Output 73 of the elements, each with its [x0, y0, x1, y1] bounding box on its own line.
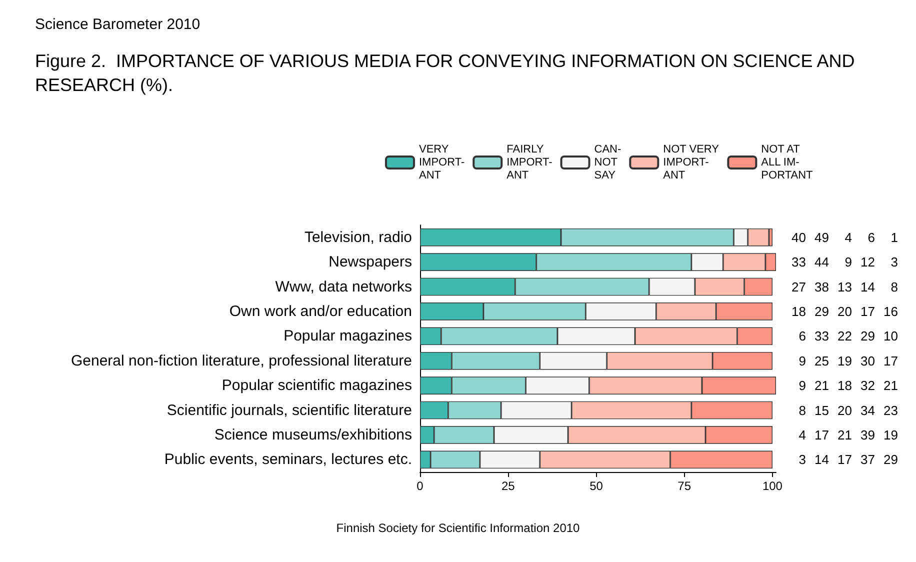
data-label: 29 — [814, 304, 829, 319]
data-label: 17 — [860, 304, 875, 319]
x-tick-label: 25 — [501, 479, 516, 493]
y-tick-label: Public events, seminars, lectures etc. — [164, 451, 412, 468]
y-tick-label: Newspapers — [328, 254, 412, 271]
text: Finnish Society for Scientific Information 2010 — [336, 521, 580, 535]
data-label: 17 — [838, 452, 852, 468]
data-label: 18 — [838, 378, 852, 394]
data-label: 6 — [868, 230, 875, 245]
legend-label: CAN- NOT SAY — [594, 144, 622, 182]
data-label: 33 — [814, 328, 829, 344]
data-label: 13 — [838, 279, 852, 294]
data-label: 32 — [860, 378, 875, 394]
data-label: 21 — [814, 378, 829, 394]
data-label: 19 — [884, 427, 898, 442]
data-label: 20 — [838, 402, 852, 418]
data-label: 30 — [860, 353, 875, 368]
data-label: 8 — [798, 402, 806, 418]
data-label: 17 — [814, 427, 829, 442]
data-label: 21 — [838, 427, 852, 442]
data-label: 14 — [814, 452, 829, 468]
data-label: 38 — [814, 279, 829, 294]
data-label: 1 — [890, 230, 898, 245]
data-label: 18 — [792, 304, 806, 319]
data-label: 14 — [860, 279, 875, 294]
data-label: 3 — [890, 254, 898, 270]
y-tick-label: Own work and/or education — [229, 302, 412, 320]
x-tick-label: 100 — [762, 479, 783, 493]
data-label: 40 — [792, 230, 806, 245]
data-label: 6 — [798, 328, 806, 344]
data-label: 19 — [838, 353, 852, 368]
legend-label: NOT AT ALL IM- PORTANT — [761, 144, 814, 182]
y-tick-label: Popular magazines — [284, 328, 412, 345]
x-tick-label: 75 — [678, 479, 692, 493]
data-label: 4 — [844, 230, 852, 245]
data-label: 27 — [792, 279, 806, 294]
data-label: 9 — [798, 378, 806, 394]
chart-subtitle: Figure 2. IMPORTANCE OF VARIOUS MEDIA FOR CONVEYING INFORMATION ON SCIENCE AND RESEARCH (%). — [35, 51, 860, 95]
data-label: 9 — [844, 254, 852, 270]
data-label: 37 — [860, 452, 875, 468]
data-label: 44 — [814, 254, 829, 270]
data-label: 23 — [884, 402, 898, 418]
data-label: 16 — [884, 304, 898, 319]
legend-label: NOT VERY IMPORT- ANT — [663, 144, 720, 182]
data-label: 8 — [890, 279, 898, 294]
data-label: 29 — [884, 452, 898, 468]
y-tick-label: Popular scientific magazines — [222, 377, 412, 394]
data-label: 15 — [814, 402, 829, 418]
data-label: 20 — [838, 304, 852, 319]
data-label: 17 — [884, 353, 898, 368]
y-tick-label: General non-fiction literature, professional literature — [70, 352, 412, 370]
y-tick-label: Television, radio — [304, 228, 412, 246]
text: Science Barometer 2010 — [35, 16, 200, 33]
data-label: 34 — [860, 402, 875, 418]
data-label: 4 — [798, 427, 806, 442]
data-label: 33 — [792, 254, 806, 270]
y-tick-label: Science museums/exhibitions — [214, 426, 412, 444]
y-tick-label: Www, data networks — [275, 278, 412, 296]
data-label: 9 — [798, 353, 806, 368]
data-label: 49 — [814, 230, 829, 245]
data-label: 10 — [884, 328, 898, 344]
legend-label: VERY IMPORT- ANT — [419, 144, 465, 182]
y-tick-label: Scientific journals, scientific literature — [166, 402, 412, 419]
data-label: 12 — [860, 254, 875, 270]
legend-label: FAIRLY IMPORT- ANT — [506, 144, 553, 182]
x-tick-label: 50 — [590, 479, 604, 493]
data-label: 21 — [884, 378, 898, 394]
data-label: 22 — [838, 328, 852, 344]
data-label: 25 — [814, 353, 829, 368]
data-label: 39 — [860, 427, 875, 442]
data-label: 29 — [860, 328, 875, 344]
data-label: 3 — [798, 452, 806, 468]
x-tick-label: 0 — [416, 479, 424, 493]
